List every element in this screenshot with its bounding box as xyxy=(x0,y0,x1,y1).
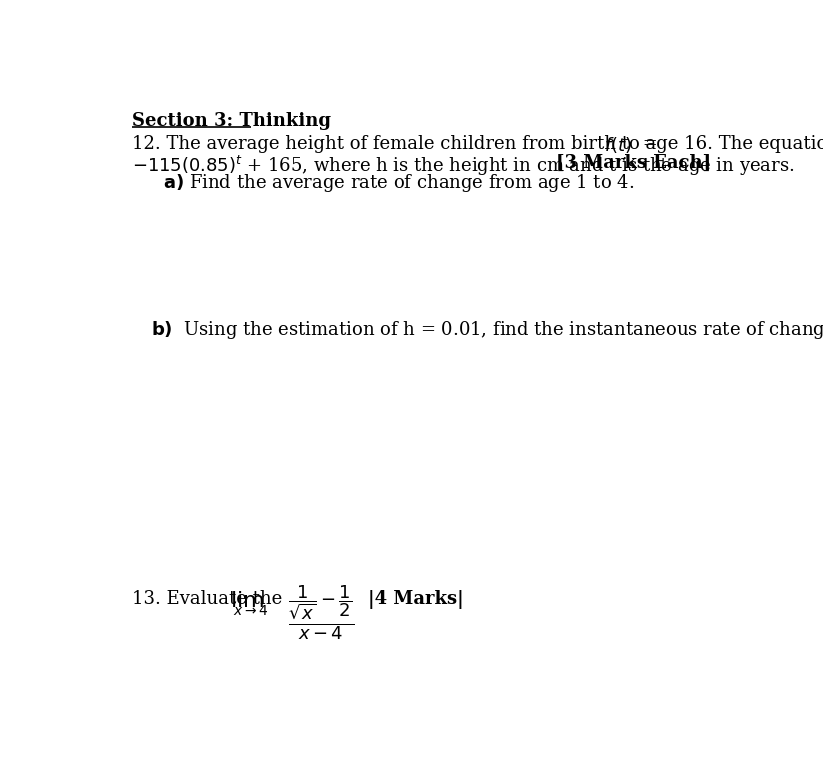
Text: $\dfrac{\dfrac{1}{\sqrt{x}} - \dfrac{1}{2}}{x - 4}$: $\dfrac{\dfrac{1}{\sqrt{x}} - \dfrac{1}{… xyxy=(288,584,355,642)
Text: $x{\rightarrow}4$: $x{\rightarrow}4$ xyxy=(233,604,268,619)
Text: 12. The average height of female children from birth to age 16. The equation: 12. The average height of female childre… xyxy=(132,135,823,153)
Text: |4 Marks|: |4 Marks| xyxy=(368,590,463,609)
Text: $f(t)$: $f(t)$ xyxy=(603,135,631,155)
Text: =: = xyxy=(637,135,658,153)
Text: $\mathrm{lim}$: $\mathrm{lim}$ xyxy=(230,590,264,612)
Text: $\mathbf{b)}$  Using the estimation of h = 0.01, find the instantaneous rate of : $\mathbf{b)}$ Using the estimation of h … xyxy=(151,319,823,341)
Text: 13. Evaluate the: 13. Evaluate the xyxy=(132,590,287,608)
Text: [3 Marks Each]: [3 Marks Each] xyxy=(556,154,711,172)
Text: $\mathbf{a)}$ Find the average rate of change from age 1 to 4.: $\mathbf{a)}$ Find the average rate of c… xyxy=(164,172,635,194)
Text: Section 3: Thinking: Section 3: Thinking xyxy=(132,112,331,130)
Text: $-115(0.85)^{t}$ + 165, where h is the height in cm and t is the age in years.: $-115(0.85)^{t}$ + 165, where h is the h… xyxy=(132,154,796,178)
